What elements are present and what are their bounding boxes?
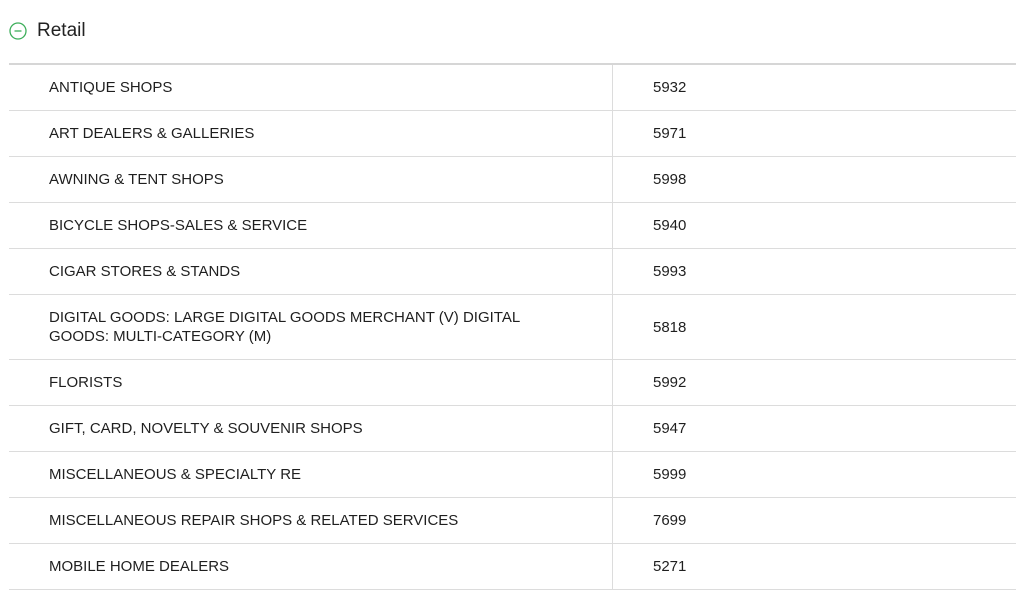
category-code: 5998 (653, 171, 687, 188)
table-row: FLORISTS 5992 (9, 360, 1016, 406)
category-name: BICYCLE SHOPS-SALES & SERVICE (49, 217, 308, 234)
category-code: 5993 (653, 263, 687, 280)
collapse-minus-circle-icon[interactable] (9, 22, 27, 40)
category-name: MOBILE HOME DEALERS (49, 558, 230, 575)
category-name-cell: CIGAR STORES & STANDS (9, 249, 613, 294)
table-row: MISCELLANEOUS & SPECIALTY RE 5999 (9, 452, 1016, 498)
category-name-cell: GIFT, CARD, NOVELTY & SOUVENIR SHOPS (9, 406, 613, 451)
category-name: AWNING & TENT SHOPS (49, 171, 224, 188)
category-name: GIFT, CARD, NOVELTY & SOUVENIR SHOPS (49, 420, 363, 437)
category-code: 7699 (653, 512, 687, 529)
category-code: 5947 (653, 420, 687, 437)
category-name-cell: AWNING & TENT SHOPS (9, 157, 613, 202)
table-row: ANTIQUE SHOPS 5932 (9, 65, 1016, 111)
category-code: 5940 (653, 217, 687, 234)
section-title: Retail (37, 20, 86, 41)
category-code: 5999 (653, 466, 687, 483)
table-row: BICYCLE SHOPS-SALES & SERVICE 5940 (9, 203, 1016, 249)
table-row: GIFT, CARD, NOVELTY & SOUVENIR SHOPS 594… (9, 406, 1016, 452)
table-row: DIGITAL GOODS: LARGE DIGITAL GOODS MERCH… (9, 295, 1016, 360)
category-name: CIGAR STORES & STANDS (49, 263, 241, 280)
category-name-cell: ART DEALERS & GALLERIES (9, 111, 613, 156)
merchant-category-table: ANTIQUE SHOPS 5932 ART DEALERS & GALLERI… (9, 63, 1016, 590)
category-name-cell: FLORISTS (9, 360, 613, 405)
category-name: DIGITAL GOODS: LARGE DIGITAL GOODS MERCH… (49, 309, 520, 345)
table-row: MOBILE HOME DEALERS 5271 (9, 544, 1016, 590)
category-name-cell: BICYCLE SHOPS-SALES & SERVICE (9, 203, 613, 248)
category-name-cell: MOBILE HOME DEALERS (9, 544, 613, 589)
table-row: AWNING & TENT SHOPS 5998 (9, 157, 1016, 203)
table-row: MISCELLANEOUS REPAIR SHOPS & RELATED SER… (9, 498, 1016, 544)
category-code: 5971 (653, 125, 687, 142)
category-name: ANTIQUE SHOPS (49, 79, 173, 96)
category-name-cell: MISCELLANEOUS REPAIR SHOPS & RELATED SER… (9, 498, 613, 543)
category-name-cell: MISCELLANEOUS & SPECIALTY RE (9, 452, 613, 497)
table-row: CIGAR STORES & STANDS 5993 (9, 249, 1016, 295)
category-name: FLORISTS (49, 374, 123, 391)
retail-section-toggle[interactable]: Retail (9, 18, 86, 44)
category-name-cell: ANTIQUE SHOPS (9, 65, 613, 110)
category-name: MISCELLANEOUS REPAIR SHOPS & RELATED SER… (49, 512, 459, 529)
category-name: ART DEALERS & GALLERIES (49, 125, 255, 142)
category-code: 5992 (653, 374, 687, 391)
category-code: 5932 (653, 79, 687, 96)
category-code: 5271 (653, 558, 687, 575)
table-row: ART DEALERS & GALLERIES 5971 (9, 111, 1016, 157)
category-code: 5818 (653, 318, 687, 336)
category-name: MISCELLANEOUS & SPECIALTY RE (49, 466, 302, 483)
category-name-cell: DIGITAL GOODS: LARGE DIGITAL GOODS MERCH… (9, 295, 613, 359)
